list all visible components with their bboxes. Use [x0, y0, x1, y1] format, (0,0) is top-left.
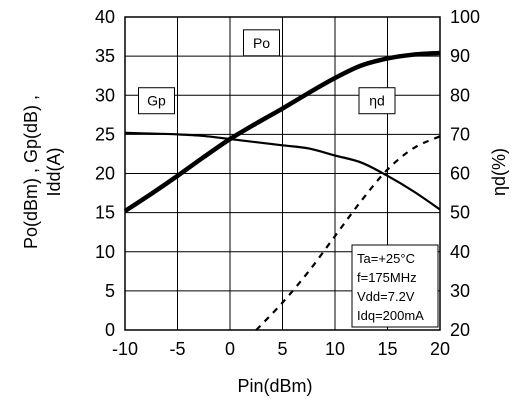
series-label-text: ηd: [369, 93, 385, 109]
x-tick-label: 20: [430, 339, 450, 359]
y-left-tick-label: 25: [95, 124, 115, 144]
y-left-tick-label: 5: [105, 281, 115, 301]
x-tick-label: -10: [112, 339, 138, 359]
series-labels: Po Gp ηd: [138, 29, 396, 115]
y-right-tick-label: 70: [450, 124, 470, 144]
y-right-tick-label: 50: [450, 203, 470, 223]
x-axis-label: Pin(dBm): [237, 376, 312, 396]
conditions-frame: [351, 244, 439, 328]
y-right-tick-label: 100: [450, 7, 480, 27]
y-right-label: ηd(%): [489, 148, 509, 196]
plot-frame: [124, 16, 441, 331]
grid: [125, 17, 440, 330]
series-line-0: [123, 50, 441, 213]
series-label-box: [243, 29, 280, 57]
x-tick-label: -5: [169, 339, 185, 359]
x-tick-label: 5: [277, 339, 287, 359]
condition-line: Ta=+25°C: [357, 251, 415, 266]
series-label-text: Gp: [147, 93, 166, 109]
condition-line: f=175MHz: [357, 270, 417, 285]
y-left-tick-label: 0: [105, 320, 115, 340]
y-right-tick-label: 30: [450, 281, 470, 301]
y-left-label-line-1: Po(dBm) , Gp(dB) ,: [21, 95, 41, 249]
y-left-tick-label: 15: [95, 203, 115, 223]
condition-line: Vdd=7.2V: [357, 289, 415, 304]
tick-labels: -10 -5 0 5 10 15 20 0 5 10 15 20 25 30 35 40 20 30 40 50 60 7…: [95, 7, 480, 359]
y-left-label-line-2: Idd(A): [44, 147, 64, 196]
y-left-tick-label: 20: [95, 164, 115, 184]
y-left-tick-label: 35: [95, 46, 115, 66]
series-line-2: [255, 135, 441, 331]
series-label-text: Po: [253, 35, 270, 51]
y-right-tick-label: 40: [450, 242, 470, 262]
y-left-tick-label: 40: [95, 7, 115, 27]
y-right-tick-label: 20: [450, 320, 470, 340]
x-tick-label: 0: [225, 339, 235, 359]
x-tick-label: 10: [325, 339, 345, 359]
conditions-box: Ta=+25°C f=175MHz Vdd=7.2V Idq=200mA: [351, 244, 439, 328]
x-tick-label: 15: [377, 339, 397, 359]
series-label-box: [358, 87, 396, 115]
y-left-tick-label: 10: [95, 242, 115, 262]
y-right-tick-label: 80: [450, 85, 470, 105]
series-label-box: [138, 87, 175, 115]
condition-line: Idq=200mA: [357, 308, 424, 323]
y-left-tick-label: 30: [95, 85, 115, 105]
y-right-tick-label: 60: [450, 164, 470, 184]
series-line-1: [124, 131, 441, 211]
y-right-tick-label: 90: [450, 46, 470, 66]
series-lines: [123, 50, 441, 331]
